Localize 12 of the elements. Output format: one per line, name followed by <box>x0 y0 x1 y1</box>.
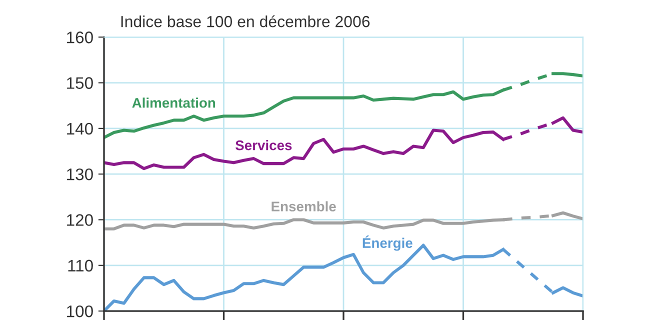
series-label: Ensemble <box>272 201 336 212</box>
series-label: Énergie <box>362 236 412 251</box>
y-tick-label: 160 <box>67 32 93 44</box>
series-label: Alimentation <box>132 98 216 108</box>
y-tick-label: 100 <box>67 305 93 318</box>
y-tick-label: 120 <box>67 214 93 226</box>
chart-title: Indice base 100 en décembre 2006 <box>121 15 370 28</box>
series-label: Services <box>235 140 292 150</box>
y-tick-label: 150 <box>67 77 93 89</box>
y-tick-label: 130 <box>67 168 93 180</box>
y-tick-label: 110 <box>68 260 93 272</box>
y-tick-label: 140 <box>67 122 93 135</box>
